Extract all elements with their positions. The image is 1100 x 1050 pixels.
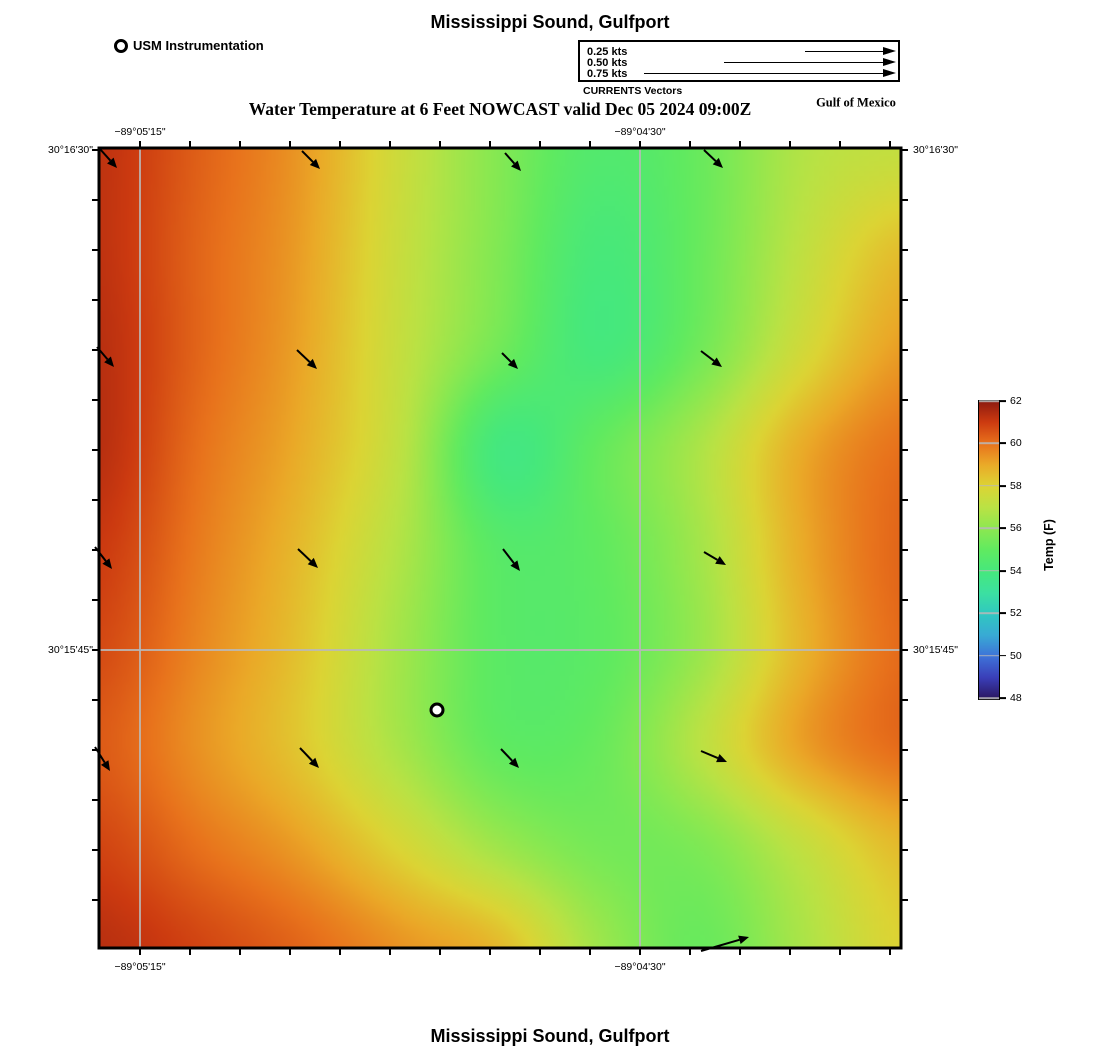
current-vector-arrow xyxy=(94,546,112,569)
colorbar-gridline xyxy=(979,485,999,487)
colorbar-tick-label: 50 xyxy=(1010,649,1022,662)
current-vector-arrow xyxy=(700,750,727,763)
region-label: Gulf of Mexico xyxy=(816,95,896,110)
colorbar-gridline xyxy=(979,400,999,402)
map-overlay xyxy=(92,141,908,955)
figure-title-bottom: Mississippi Sound, Gulfport xyxy=(430,1026,670,1046)
currents-legend-speed-label: 0.75 kts xyxy=(587,67,628,80)
colorbar-tick xyxy=(999,484,1006,487)
colorbar-tick xyxy=(999,612,1006,615)
figure-subtitle: Water Temperature at 6 Feet NOWCAST vali… xyxy=(248,99,752,119)
colorbar-gridline xyxy=(979,569,999,572)
current-vector-arrow xyxy=(297,548,318,568)
colorbar-axis-label: Temp (F) xyxy=(1042,519,1056,571)
station-marker xyxy=(429,702,445,718)
colorbar-tick xyxy=(999,442,1006,445)
current-vector-arrow xyxy=(301,150,320,169)
colorbar-tick xyxy=(999,527,1006,530)
currents-legend-speed-label: 0.25 kts xyxy=(587,45,628,58)
colorbar-gridline xyxy=(979,612,999,614)
colorbar-gridline xyxy=(979,654,999,657)
currents-legend-arrowhead-icon xyxy=(883,58,896,66)
colorbar-gridline xyxy=(979,442,999,445)
currents-legend-speed-label: 0.50 kts xyxy=(587,56,628,69)
current-vector-arrow xyxy=(700,350,722,367)
current-vector-arrow xyxy=(299,747,319,768)
current-vector-arrow xyxy=(296,349,317,369)
axis-tick-label: 30°15'45" xyxy=(913,644,958,656)
currents-legend-arrowhead-icon xyxy=(883,47,896,55)
axis-tick-label: 30°15'45" xyxy=(48,644,93,656)
current-vector-arrow xyxy=(99,148,117,168)
colorbar-tick-label: 62 xyxy=(1010,395,1022,407)
currents-legend-arrowhead-icon xyxy=(883,69,896,77)
colorbar-tick xyxy=(999,654,1006,657)
colorbar-tick-label: 56 xyxy=(1010,522,1022,535)
colorbar-tick xyxy=(999,569,1006,572)
temperature-map xyxy=(92,141,908,955)
axis-tick-label: −89°05'15" xyxy=(114,126,166,138)
colorbar-tick-label: 48 xyxy=(1010,692,1022,704)
current-vector-arrow xyxy=(501,352,518,369)
currents-legend-vector-shaft xyxy=(805,50,885,53)
currents-legend-vector-shaft xyxy=(724,61,885,64)
currents-vector-legend: 0.25 kts 0.50 kts 0.75 kts xyxy=(578,40,900,82)
currents-legend-caption: CURRENTS Vectors xyxy=(583,85,683,97)
colorbar-gridline xyxy=(979,697,999,699)
axis-tick-label: 30°16'30" xyxy=(913,144,958,156)
current-vector-arrow xyxy=(703,551,726,565)
current-vector-arrow xyxy=(96,346,114,367)
current-vector-arrow xyxy=(504,152,521,171)
axis-tick-label: −89°04'30" xyxy=(614,961,666,973)
temperature-heatmap-canvas xyxy=(99,148,901,948)
colorbar-tick-label: 60 xyxy=(1010,437,1022,450)
axis-tick-label: 30°16'30" xyxy=(48,144,93,156)
current-vector-arrow xyxy=(94,746,110,771)
instrumentation-legend-label: USM Instrumentation xyxy=(133,38,264,53)
axis-tick-label: −89°05'15" xyxy=(114,961,166,973)
colorbar-gradient xyxy=(979,401,999,699)
colorbar-tick xyxy=(999,697,1006,699)
colorbar-tick xyxy=(999,400,1006,402)
current-vector-arrow xyxy=(500,748,519,768)
figure-title-top: Mississippi Sound, Gulfport xyxy=(430,12,670,32)
colorbar: 48 50 52 54 56 58 60 62 xyxy=(978,395,1022,704)
current-vector-arrow xyxy=(700,935,749,952)
current-vector-arrow xyxy=(703,149,723,168)
colorbar-tick-label: 52 xyxy=(1010,607,1022,620)
colorbar-gridline xyxy=(979,527,999,530)
colorbar-tick-label: 58 xyxy=(1010,479,1022,492)
colorbar-tick-label: 54 xyxy=(1010,564,1022,577)
station-circle-icon xyxy=(114,39,128,53)
current-vector-arrow xyxy=(502,548,520,571)
axis-tick-label: −89°04'30" xyxy=(614,126,666,138)
currents-legend-vector-shaft xyxy=(644,72,885,75)
